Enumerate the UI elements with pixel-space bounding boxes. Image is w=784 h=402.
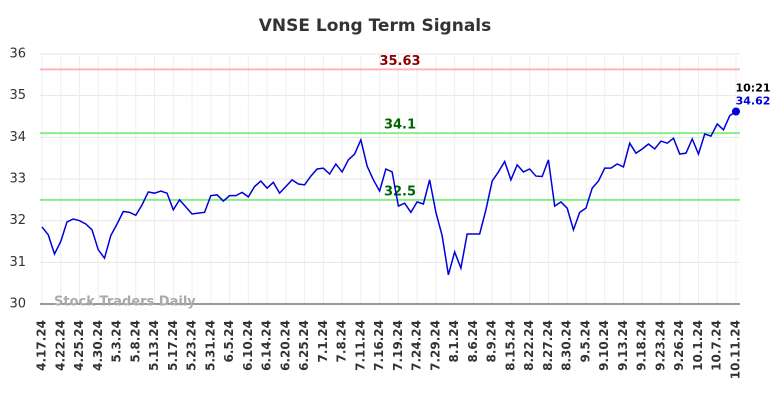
watermark: Stock Traders Daily <box>54 295 196 310</box>
x-tick-label: 7.11.24 <box>353 320 367 371</box>
x-tick-label: 9.18.24 <box>635 320 649 371</box>
signal-label: 34.1 <box>384 118 416 133</box>
last-value: 34.62 <box>736 95 771 108</box>
x-tick-label: 8.27.24 <box>541 320 555 371</box>
x-tick-label: 8.6.24 <box>466 320 480 363</box>
x-tick-label: 6.14.24 <box>260 320 274 371</box>
x-tick-label: 7.29.24 <box>428 320 442 371</box>
x-tick-label: 6.20.24 <box>278 320 292 371</box>
price-line <box>41 110 737 276</box>
x-tick-label: 7.8.24 <box>335 320 349 363</box>
y-tick-label: 32 <box>9 213 26 228</box>
x-tick-label: 9.13.24 <box>616 320 630 371</box>
x-tick-label: 9.5.24 <box>578 320 592 363</box>
x-tick-label: 6.25.24 <box>297 320 311 371</box>
x-tick-label: 5.23.24 <box>185 320 199 371</box>
x-tick-label: 10.11.24 <box>729 320 743 379</box>
x-tick-label: 4.25.24 <box>72 320 86 371</box>
x-tick-label: 7.16.24 <box>372 320 386 371</box>
last-time: 10:21 <box>735 82 770 95</box>
x-tick-label: 5.17.24 <box>166 320 180 371</box>
signal-label: 35.63 <box>379 54 420 69</box>
y-tick-label: 34 <box>9 130 26 145</box>
x-tick-label: 7.24.24 <box>410 320 424 371</box>
x-tick-label: 10.1.24 <box>691 320 705 371</box>
x-tick-label: 7.19.24 <box>391 320 405 371</box>
x-tick-label: 8.15.24 <box>503 320 517 371</box>
x-tick-label: 5.13.24 <box>147 320 161 371</box>
x-tick-label: 4.30.24 <box>91 320 105 371</box>
x-tick-label: 8.9.24 <box>485 320 499 363</box>
x-tick-label: 10.7.24 <box>710 320 724 371</box>
x-tick-label: 8.1.24 <box>447 320 461 363</box>
x-tick-label: 8.22.24 <box>522 320 536 371</box>
x-tick-label: 9.23.24 <box>653 320 667 371</box>
y-tick-label: 35 <box>9 88 26 103</box>
x-tick-label: 5.8.24 <box>128 320 142 363</box>
y-tick-label: 30 <box>9 297 26 312</box>
x-tick-label: 5.3.24 <box>110 320 124 363</box>
y-tick-label: 31 <box>9 255 26 270</box>
signal-label: 32.5 <box>384 184 416 199</box>
last-point <box>732 107 740 116</box>
x-tick-label: 9.10.24 <box>597 320 611 371</box>
x-tick-label: 6.5.24 <box>222 320 236 363</box>
x-tick-label: 8.30.24 <box>560 320 574 371</box>
chart-title: VNSE Long Term Signals <box>259 16 492 36</box>
x-tick-label: 7.1.24 <box>316 320 330 363</box>
y-tick-label: 36 <box>9 47 26 62</box>
x-tick-label: 6.10.24 <box>241 320 255 371</box>
x-tick-label: 5.31.24 <box>203 320 217 371</box>
x-tick-label: 9.26.24 <box>672 320 686 371</box>
y-tick-label: 33 <box>9 172 26 187</box>
x-tick-label: 4.22.24 <box>53 320 67 371</box>
x-tick-label: 4.17.24 <box>35 320 49 371</box>
